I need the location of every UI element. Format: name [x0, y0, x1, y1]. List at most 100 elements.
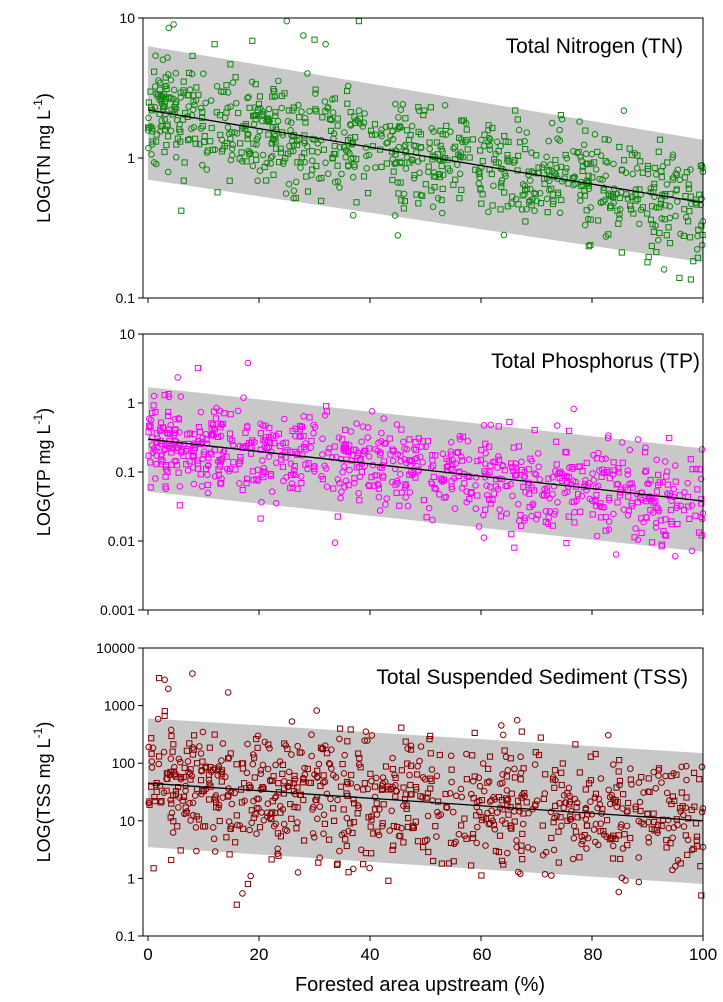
data-point	[627, 202, 634, 209]
data-point	[377, 451, 384, 458]
data-point	[167, 76, 175, 84]
data-point	[476, 808, 483, 816]
data-point	[261, 163, 268, 171]
data-point	[265, 131, 272, 138]
data-point	[414, 838, 422, 845]
data-point	[347, 780, 355, 787]
data-point	[598, 466, 606, 473]
data-point	[605, 136, 613, 144]
data-point	[257, 105, 264, 112]
data-point	[407, 746, 415, 753]
data-point	[400, 839, 407, 846]
data-point	[156, 79, 164, 87]
data-point	[514, 167, 521, 174]
data-point	[424, 812, 432, 820]
data-point	[168, 449, 175, 456]
data-point	[203, 440, 211, 448]
data-point	[414, 763, 422, 770]
data-point	[361, 780, 368, 787]
data-point	[401, 198, 408, 205]
data-point	[224, 89, 232, 96]
data-point	[663, 836, 670, 844]
data-point	[544, 167, 551, 174]
data-point	[252, 112, 260, 119]
data-point	[572, 828, 580, 835]
data-point	[371, 472, 379, 479]
data-point	[658, 779, 665, 786]
data-point	[614, 499, 621, 506]
data-point	[597, 820, 605, 828]
data-point	[254, 732, 262, 740]
data-point	[591, 131, 599, 138]
data-point	[301, 837, 308, 844]
data-point	[683, 794, 690, 801]
data-point	[456, 134, 463, 142]
data-point	[259, 761, 267, 769]
data-point	[170, 741, 177, 748]
data-point	[256, 824, 264, 831]
data-point	[485, 208, 492, 216]
data-point	[562, 168, 569, 175]
data-point	[413, 784, 420, 791]
data-point	[217, 458, 225, 465]
data-point	[499, 731, 507, 739]
data-point	[590, 826, 598, 833]
data-point	[542, 518, 549, 525]
data-point	[245, 93, 252, 101]
data-point	[568, 498, 576, 506]
data-point	[698, 241, 706, 249]
data-point	[663, 789, 671, 797]
data-point	[368, 474, 375, 481]
data-point	[440, 171, 447, 179]
data-point	[205, 776, 213, 784]
data-point	[482, 450, 489, 457]
data-point	[153, 788, 160, 795]
data-point	[576, 854, 583, 861]
data-point	[148, 442, 156, 449]
data-point	[255, 805, 262, 812]
data-point	[284, 745, 291, 753]
data-point	[556, 475, 563, 482]
data-point	[605, 731, 612, 739]
data-point	[642, 449, 649, 456]
data-point	[557, 814, 564, 821]
data-point	[253, 830, 260, 838]
data-point	[278, 104, 286, 112]
data-point	[583, 160, 590, 168]
prediction-band-layer-tn	[148, 46, 703, 263]
data-point	[163, 142, 170, 149]
data-point	[334, 115, 341, 122]
data-point	[226, 435, 234, 443]
data-point	[607, 204, 614, 211]
data-point	[272, 820, 280, 828]
regression-line	[147, 109, 704, 204]
data-point	[682, 214, 690, 221]
data-point	[584, 822, 591, 829]
data-point	[279, 770, 286, 777]
data-point	[165, 430, 172, 437]
data-point	[619, 459, 626, 466]
data-point	[468, 862, 475, 869]
data-point	[651, 164, 658, 172]
data-point	[428, 766, 436, 773]
prediction-band	[148, 46, 703, 263]
data-point	[253, 141, 260, 148]
data-point	[463, 488, 471, 495]
data-point	[338, 488, 345, 496]
data-point	[244, 880, 252, 888]
data-point	[390, 822, 397, 830]
data-point	[664, 159, 671, 166]
data-point	[543, 484, 551, 492]
data-point	[226, 851, 233, 858]
data-point	[397, 470, 404, 478]
data-point	[168, 732, 175, 740]
data-point	[479, 158, 486, 165]
data-point	[640, 821, 647, 828]
data-point	[331, 539, 339, 547]
data-point	[294, 159, 301, 166]
data-point	[541, 492, 548, 499]
data-point	[191, 732, 198, 739]
data-point	[274, 850, 281, 858]
data-point	[655, 148, 662, 155]
